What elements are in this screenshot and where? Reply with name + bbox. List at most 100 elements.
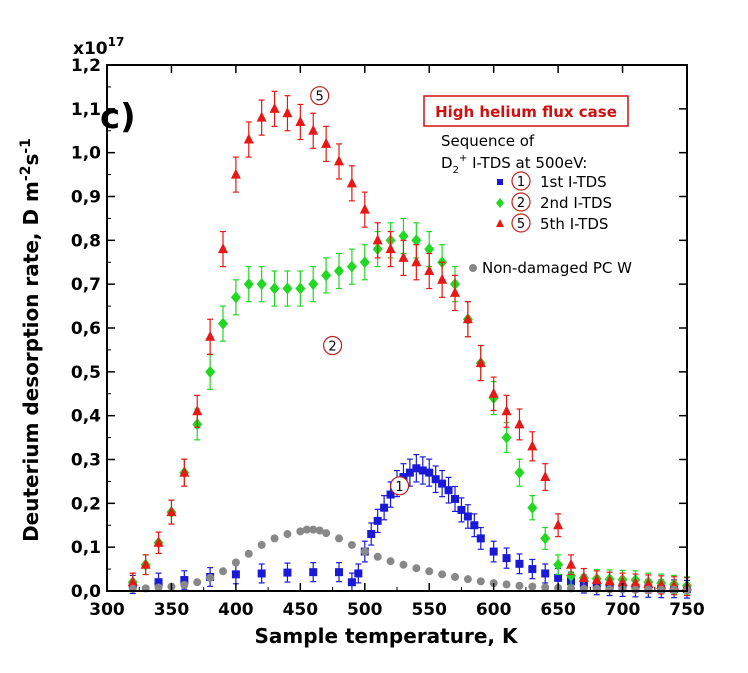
- data-point: [424, 243, 435, 256]
- data-point: [359, 203, 370, 214]
- legend-header-line1: Sequence of: [441, 132, 535, 150]
- x-tick-label: 750: [669, 600, 705, 620]
- y-tick-label: 1,2: [71, 56, 101, 76]
- data-point: [554, 573, 563, 582]
- data-point: [205, 365, 216, 378]
- data-point: [193, 578, 202, 587]
- data-point: [372, 234, 383, 245]
- data-point: [438, 479, 447, 488]
- data-point: [347, 540, 356, 549]
- data-point: [470, 521, 479, 530]
- x-tick-label: 700: [605, 600, 641, 620]
- data-point: [127, 576, 138, 587]
- data-point: [153, 536, 164, 547]
- data-point: [180, 580, 189, 589]
- data-point: [553, 558, 564, 571]
- y-tick-label: 0,6: [71, 319, 101, 339]
- y-tick-label: 1,1: [71, 100, 101, 120]
- data-point: [514, 466, 525, 479]
- x-tick-label: 650: [540, 600, 576, 620]
- y-tick-label: 0,5: [71, 363, 101, 383]
- data-point: [359, 256, 370, 269]
- legend-marker: [496, 219, 504, 227]
- y-axis-label: Deuterium desorption rate, D m-2s-1: [18, 138, 43, 542]
- data-point: [230, 291, 241, 304]
- data-point: [386, 490, 395, 499]
- x-tick-label: 450: [283, 600, 319, 620]
- data-point: [257, 569, 266, 578]
- series-layer: 1 2 5: [127, 86, 692, 599]
- legend-label: Non-damaged PC W: [482, 259, 632, 277]
- data-point: [527, 440, 538, 451]
- data-point: [256, 278, 267, 291]
- x-tick-label: 600: [476, 600, 512, 620]
- data-point: [541, 569, 550, 578]
- data-point: [386, 557, 395, 566]
- callout-number: 5: [316, 90, 324, 105]
- y-tick-label: 0,3: [71, 451, 101, 471]
- data-point: [502, 580, 511, 589]
- data-point: [399, 560, 408, 569]
- x-tick-label: 350: [154, 600, 190, 620]
- callout-circle: [389, 476, 410, 496]
- data-point: [346, 260, 357, 273]
- legend-item-reference: Non-damaged PC W: [469, 259, 632, 277]
- callout-number: 2: [328, 340, 336, 355]
- data-point: [656, 578, 667, 589]
- data-point: [476, 534, 485, 543]
- x-axis-label: Sample temperature, K: [255, 624, 519, 648]
- data-point: [154, 578, 163, 587]
- data-point: [243, 133, 254, 144]
- data-point: [218, 243, 228, 254]
- callout-number: 1: [395, 480, 403, 495]
- data-point: [354, 569, 363, 578]
- data-point: [527, 501, 538, 514]
- data-point: [347, 578, 356, 587]
- data-point: [373, 516, 382, 525]
- data-point: [644, 585, 653, 594]
- panel-label: c): [100, 97, 136, 137]
- data-point: [540, 471, 551, 482]
- legend-marker: [496, 198, 504, 208]
- data-point: [283, 568, 292, 577]
- y-tick-label: 0,2: [71, 494, 101, 514]
- legend-item-2: 2 2nd I-TDS: [496, 192, 612, 212]
- data-point: [431, 475, 440, 484]
- data-point: [360, 547, 369, 556]
- data-point: [295, 282, 306, 295]
- series-5: [127, 90, 692, 597]
- data-point: [578, 571, 589, 582]
- data-point: [231, 570, 240, 579]
- x-tick-label: 500: [347, 600, 383, 620]
- data-point: [425, 567, 434, 576]
- data-point: [296, 527, 305, 536]
- data-point: [385, 243, 396, 254]
- case-title: High helium flux case: [435, 103, 617, 121]
- legend-label: 1st I-TDS: [540, 173, 607, 191]
- data-point: [501, 405, 512, 416]
- data-point: [541, 583, 550, 592]
- x-tick-label: 300: [89, 600, 125, 620]
- y-tick-label: 1,0: [71, 144, 101, 164]
- data-point: [230, 168, 241, 179]
- data-point: [283, 530, 292, 539]
- data-point: [463, 575, 472, 584]
- legend-number: 2: [517, 196, 525, 211]
- data-point: [315, 526, 324, 535]
- data-point: [515, 581, 524, 590]
- data-point: [218, 317, 228, 330]
- data-point: [457, 505, 466, 514]
- legend-number-circle: [511, 213, 531, 233]
- data-point: [282, 282, 293, 295]
- legend-header-line2: D2+ I-TDS at 500eV:: [441, 153, 587, 176]
- legend-number: 5: [517, 217, 525, 232]
- data-point: [334, 155, 344, 166]
- case-title-box: [423, 95, 629, 127]
- data-point: [604, 575, 615, 586]
- legend-marker: [497, 179, 503, 185]
- data-point: [270, 534, 279, 543]
- legend-marker: [469, 264, 477, 272]
- data-point: [553, 519, 564, 530]
- data-point: [514, 418, 525, 429]
